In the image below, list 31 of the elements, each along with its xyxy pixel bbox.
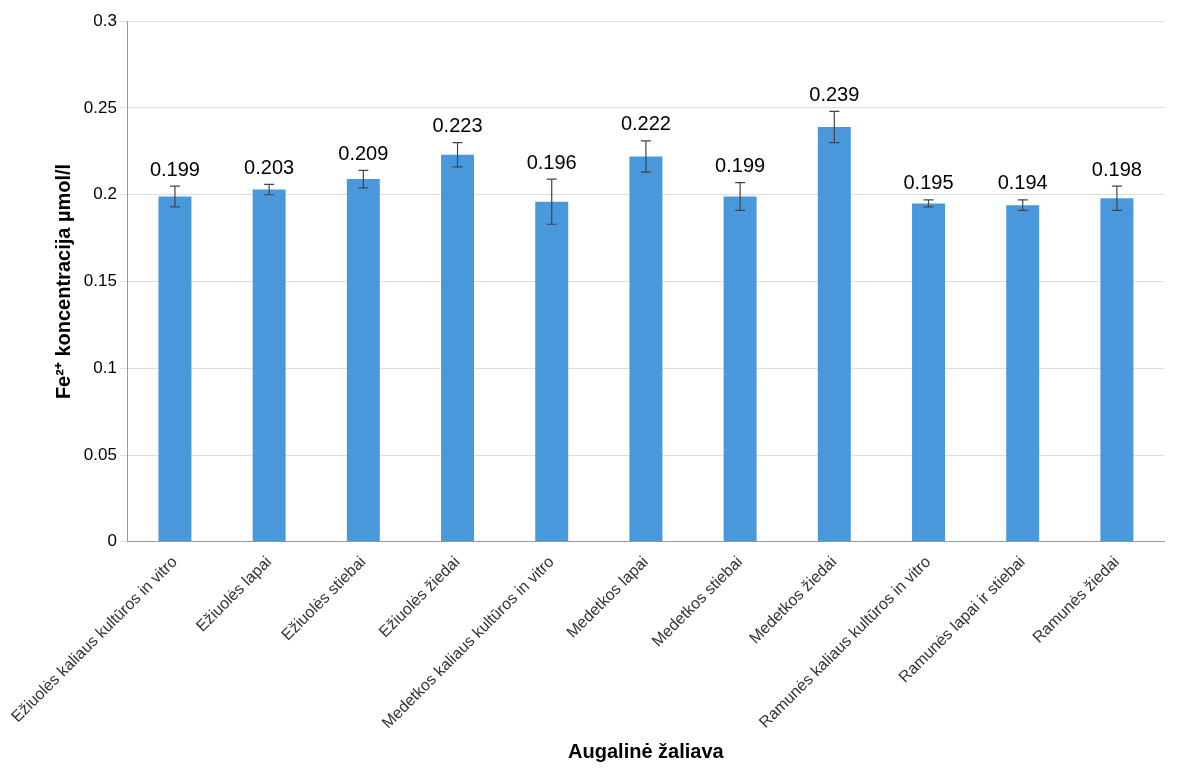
data-label: 0.222 [620, 112, 671, 135]
bar [723, 196, 757, 542]
data-label: 0.223 [432, 114, 483, 137]
y-tick-label: 0.15 [83, 271, 117, 291]
data-label: 0.239 [809, 82, 860, 105]
data-label: 0.203 [244, 155, 295, 178]
bar [252, 189, 286, 542]
bar [158, 196, 192, 542]
data-label: 0.194 [997, 171, 1048, 194]
bar [629, 156, 663, 542]
y-tick-label: 0.1 [93, 357, 117, 377]
y-tick-label: 0 [107, 531, 117, 551]
bar [912, 203, 945, 542]
data-label: 0.199 [149, 157, 200, 180]
data-label: 0.209 [338, 141, 389, 164]
bar [817, 127, 851, 542]
bar [1006, 205, 1040, 542]
data-label: 0.196 [526, 150, 577, 173]
y-tick-label: 0.2 [93, 184, 117, 204]
data-label: 0.195 [903, 171, 954, 194]
bar [535, 201, 569, 542]
x-axis-title: Augalinė žaliava [568, 739, 725, 762]
data-label: 0.198 [1091, 157, 1142, 180]
y-tick-label: 0.25 [83, 97, 117, 117]
bar [1100, 198, 1134, 542]
bar [346, 179, 380, 542]
data-label: 0.199 [715, 154, 766, 177]
y-tick-label: 0.3 [93, 10, 117, 30]
y-axis-title: Fe²⁺ koncentracija µmol/l [52, 163, 75, 400]
y-tick-label: 0.05 [83, 444, 117, 464]
bar [441, 154, 475, 542]
